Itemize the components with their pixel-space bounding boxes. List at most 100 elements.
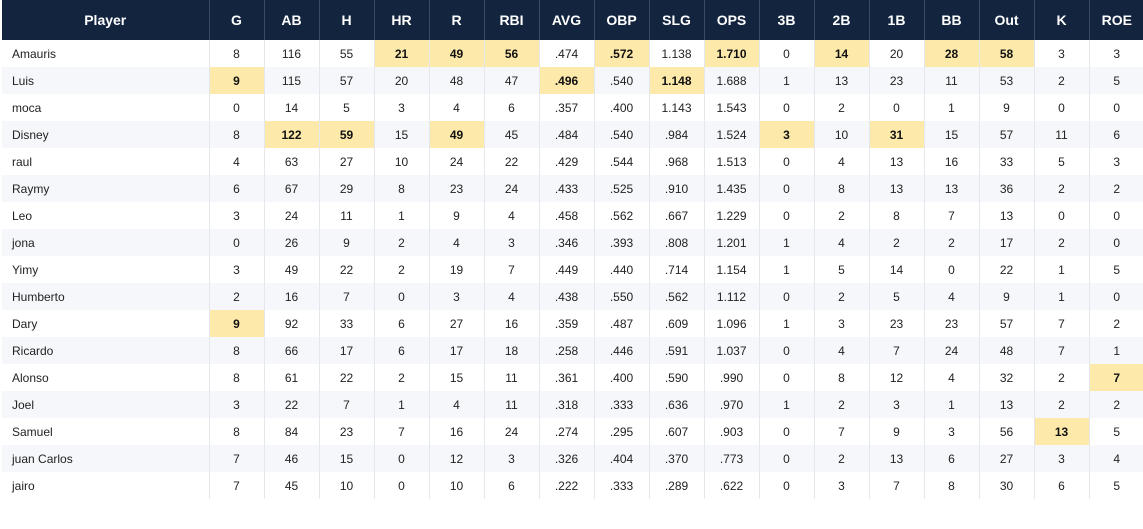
stat-cell-rbi: 7	[484, 256, 540, 283]
stat-cell-hr: 0	[374, 283, 430, 310]
stat-cell-h: 10	[319, 472, 375, 499]
stat-cell-obp: .400	[594, 364, 650, 391]
stat-cell-2b: 2	[814, 391, 870, 418]
column-header-k[interactable]: K	[1034, 0, 1090, 40]
stat-cell-k: 0	[1034, 202, 1090, 229]
stat-cell-g: 6	[209, 175, 265, 202]
stat-cell-out: 13	[979, 391, 1035, 418]
stat-cell-avg: .438	[539, 283, 595, 310]
stat-cell-3b: 0	[759, 40, 815, 67]
stat-cell-out: 27	[979, 445, 1035, 472]
stat-cell-2b: 4	[814, 337, 870, 364]
stat-cell-roe: 2	[1089, 175, 1143, 202]
stat-cell-rbi: 45	[484, 121, 540, 148]
stat-cell-r: 23	[429, 175, 485, 202]
column-header-slg[interactable]: SLG	[649, 0, 705, 40]
column-header-r[interactable]: R	[429, 0, 485, 40]
stat-cell-h: 5	[319, 94, 375, 121]
stat-cell-k: 11	[1034, 121, 1090, 148]
stat-cell-2b: 3	[814, 472, 870, 499]
column-header-hr[interactable]: HR	[374, 0, 430, 40]
column-header-out[interactable]: Out	[979, 0, 1035, 40]
column-header-3b[interactable]: 3B	[759, 0, 815, 40]
stat-cell-obp: .487	[594, 310, 650, 337]
stat-cell-ops: .990	[704, 364, 760, 391]
column-header-ops[interactable]: OPS	[704, 0, 760, 40]
stat-cell-2b: 2	[814, 283, 870, 310]
stat-cell-2b: 3	[814, 310, 870, 337]
stat-cell-hr: 0	[374, 472, 430, 499]
stat-cell-k: 2	[1034, 391, 1090, 418]
stat-cell-bb: 4	[924, 283, 980, 310]
column-header-h[interactable]: H	[319, 0, 375, 40]
column-header-player[interactable]: Player	[2, 0, 210, 40]
table-row: Humberto 2 16 7 0 3 4.438.550.562 1.112 0 2 5 4 9 1 0	[2, 283, 1143, 310]
column-header-ab[interactable]: AB	[264, 0, 320, 40]
stat-cell-2b: 2	[814, 202, 870, 229]
stat-cell-g: 0	[209, 94, 265, 121]
stat-cell-obp: .440	[594, 256, 650, 283]
column-header-g[interactable]: G	[209, 0, 265, 40]
stat-cell-ops: .970	[704, 391, 760, 418]
stat-cell-k: 2	[1034, 229, 1090, 256]
stat-cell-g: 0	[209, 229, 265, 256]
stat-cell-ops: .622	[704, 472, 760, 499]
stat-cell-ab: 16	[264, 283, 320, 310]
stat-cell-slg: .910	[649, 175, 705, 202]
stat-cell-1b: 5	[869, 283, 925, 310]
stat-cell-hr: 2	[374, 256, 430, 283]
table-row: jairo 7 45 10 0 10 6.222.333.289.622 0 3 7 8 30 6 5	[2, 472, 1143, 499]
table-row: jona 0 26 9 2 4 3.346.393.808 1.201 1 4 2 2 17 2 0	[2, 229, 1143, 256]
stat-cell-k: 3	[1034, 445, 1090, 472]
stat-cell-1b: 7	[869, 472, 925, 499]
stat-cell-bb: 0	[924, 256, 980, 283]
stat-cell-hr: 20	[374, 67, 430, 94]
stat-cell-1b: 7	[869, 337, 925, 364]
stat-cell-ops: 1.513	[704, 148, 760, 175]
stat-cell-r: 10	[429, 472, 485, 499]
column-header-avg[interactable]: AVG	[539, 0, 595, 40]
table-row: juan Carlos 7 46 15 0 12 3.326.404.370.773 0 2 13…	[2, 445, 1143, 472]
stat-cell-slg: 1.143	[649, 94, 705, 121]
stat-cell-g: 8	[209, 418, 265, 445]
stat-cell-slg: .370	[649, 445, 705, 472]
stat-cell-roe: 4	[1089, 445, 1143, 472]
stat-cell-out: 9	[979, 94, 1035, 121]
column-header-obp[interactable]: OBP	[594, 0, 650, 40]
stat-cell-hr: 7	[374, 418, 430, 445]
column-header-rbi[interactable]: RBI	[484, 0, 540, 40]
column-header-1b[interactable]: 1B	[869, 0, 925, 40]
table-row: Ricardo 8 66 17 6 17 18.258.446.591 1.037 0 4 7 24 4…	[2, 337, 1143, 364]
stat-cell-2b: 7	[814, 418, 870, 445]
stat-cell-ops: 1.154	[704, 256, 760, 283]
stat-cell-ops: 1.201	[704, 229, 760, 256]
stat-cell-g: 8	[209, 121, 265, 148]
stat-cell-r: 24	[429, 148, 485, 175]
player-name-cell: Alonso	[2, 364, 210, 391]
stat-cell-r: 15	[429, 364, 485, 391]
stat-cell-1b: 8	[869, 202, 925, 229]
stat-cell-roe: 7	[1089, 364, 1143, 391]
stat-cell-avg: .458	[539, 202, 595, 229]
stat-cell-avg: .361	[539, 364, 595, 391]
stat-cell-slg: .808	[649, 229, 705, 256]
column-header-bb[interactable]: BB	[924, 0, 980, 40]
stat-cell-rbi: 4	[484, 283, 540, 310]
table-row: Amauris 8 116 55 21 49 56.474.572 1.138 1.710 0 14…	[2, 40, 1143, 67]
table-row: raul 4 63 27 10 24 22.429.544.968 1.513 0 4 13 16 33…	[2, 148, 1143, 175]
stat-cell-slg: .667	[649, 202, 705, 229]
stat-cell-r: 12	[429, 445, 485, 472]
stat-cell-avg: .258	[539, 337, 595, 364]
stat-cell-roe: 0	[1089, 283, 1143, 310]
stat-cell-1b: 12	[869, 364, 925, 391]
stat-cell-bb: 16	[924, 148, 980, 175]
column-header-roe[interactable]: ROE	[1089, 0, 1143, 40]
stat-cell-ab: 45	[264, 472, 320, 499]
stat-cell-roe: 0	[1089, 94, 1143, 121]
stat-cell-r: 48	[429, 67, 485, 94]
stat-cell-avg: .433	[539, 175, 595, 202]
stat-cell-rbi: 6	[484, 94, 540, 121]
stat-cell-ab: 61	[264, 364, 320, 391]
column-header-2b[interactable]: 2B	[814, 0, 870, 40]
stat-cell-out: 32	[979, 364, 1035, 391]
